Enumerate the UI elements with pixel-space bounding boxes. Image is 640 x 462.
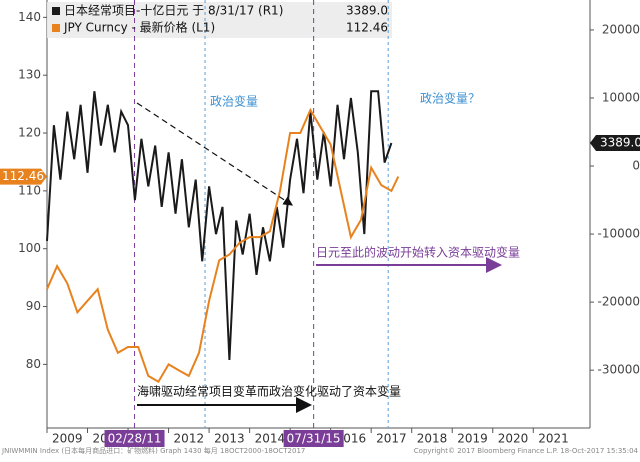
x-tick-label: 2012 [174,432,205,446]
y2-tick-label: 20000 [602,22,640,36]
annotation: 政治变量 [210,94,258,109]
y2-tick-label: -10000 [597,227,640,241]
x-tick-label: 2014 [255,432,286,446]
x-tick-label: 2021 [538,432,569,446]
y-tick-label: 130 [18,68,41,82]
x-tick-label: 2017 [376,432,407,446]
legend-label: 日本经常项目-十亿日元 于 8/31/17 (R1) [64,3,283,18]
y2-tick-label: -20000 [597,295,640,309]
legend-value: 112.46 [346,21,388,35]
y2-tick-label: 0 [632,159,640,173]
date-label: 02/28/11 [108,432,162,446]
date-label: 07/31/15 [287,432,341,446]
legend-box [47,2,392,38]
y-tick-label: 90 [26,299,41,313]
series-line [46,90,393,361]
x-tick-label: 2019 [457,432,488,446]
value-box [590,134,640,151]
x-tick-label: 2018 [417,432,448,446]
y-tick-label: 100 [18,241,41,255]
x-tick-label: 2009 [52,432,83,446]
date-box [104,430,165,447]
series-line [46,107,400,384]
footer: Copyright© 2017 Bloomberg Finance L.P. 1… [414,447,639,455]
y-tick-label: 140 [18,10,41,24]
value-box [0,168,47,185]
legend-swatch [52,24,60,32]
legend-value: 3389.0 [346,4,388,18]
annotation: 日元至此的波动开始转入资本驱动变量 [316,245,520,260]
legend-label: JPY Curncy - 最新价格 (L1) [63,20,215,35]
x-tick-label: 2020 [498,432,529,446]
source: JNIWMMIN Index (日本每月商品进口：矿物燃料) Graph 143… [1,446,305,455]
annotation: 海啸驱动经常项目变革而政治变化驱动了资本变量 [137,384,401,399]
y-tick-label: 80 [26,357,41,371]
value-box-label: 3389.0 [600,135,640,149]
legend-swatch [52,7,60,15]
trend-arrow [136,102,294,206]
y2-tick-label: -30000 [597,363,640,377]
date-box [283,430,344,447]
y-tick-label: 110 [18,183,41,197]
y2-tick-label: 10000 [602,90,640,104]
y-tick-label: 120 [18,126,41,140]
value-box-label: 112.46 [2,169,44,183]
x-tick-label: 2013 [214,432,245,446]
annotation: 政治变量？ [420,91,480,106]
